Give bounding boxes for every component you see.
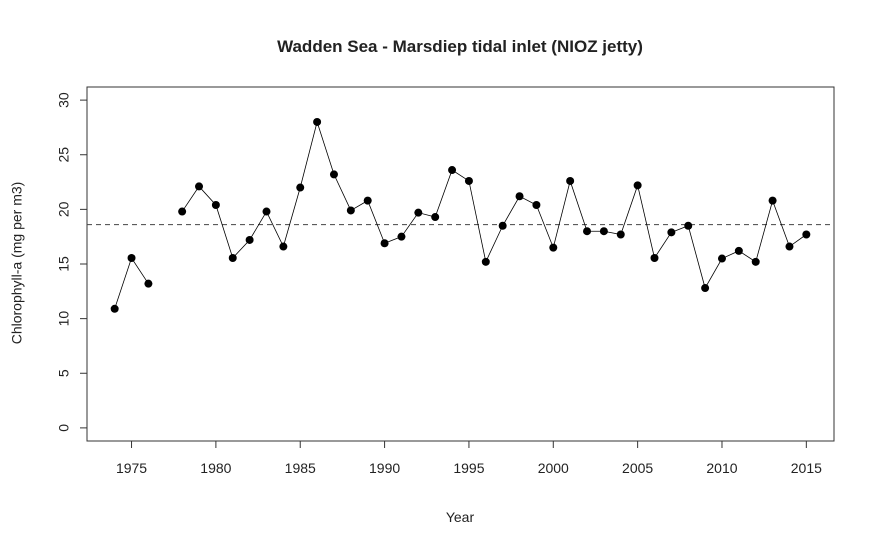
y-axis-label: Chlorophyll-a (mg per m3) [9,182,25,345]
x-tick-label: 1980 [200,460,231,476]
y-tick-label: 30 [56,92,72,108]
data-point [684,221,693,230]
data-point [397,232,406,241]
data-line [114,120,807,309]
data-point [667,228,676,237]
x-tick-label: 2005 [622,460,653,476]
data-point [616,230,625,239]
data-point [228,253,237,262]
x-tick-label: 1975 [116,460,147,476]
data-point [734,246,743,255]
data-point [515,192,524,201]
data-point [211,201,220,209]
x-tick-label: 2000 [538,460,569,476]
data-point [279,242,288,251]
data-point [802,230,811,239]
data-point [431,213,440,222]
data-point [313,117,322,126]
data-point [448,166,457,175]
data-point [498,221,507,230]
x-tick-label: 2015 [791,460,822,476]
data-point [363,196,372,205]
data-point [532,201,541,209]
x-tick-label: 1985 [285,460,316,476]
data-point [785,242,794,251]
y-tick-label: 0 [56,424,72,432]
data-point [583,227,592,236]
data-point [296,183,305,192]
data-point [195,182,204,191]
data-point [329,170,338,179]
data-point [380,239,389,248]
data-point [717,254,726,263]
data-point [549,243,558,252]
data-point [566,176,575,185]
data-point [346,206,355,215]
data-point [701,284,710,293]
x-tick-label: 1995 [453,460,484,476]
y-tick-label: 25 [56,147,72,163]
data-point [751,257,760,266]
data-point [599,227,608,236]
chart-title: Wadden Sea - Marsdiep tidal inlet (NIOZ … [277,37,643,56]
data-point [481,257,490,266]
y-tick-label: 15 [56,256,72,272]
data-point [650,253,659,262]
x-axis-label: Year [446,509,475,525]
x-tick-label: 2010 [706,460,737,476]
y-tick-label: 5 [56,369,72,377]
data-point [178,207,187,216]
data-point [127,253,136,262]
x-tick-label: 1990 [369,460,400,476]
data-point [245,235,254,244]
data-point [110,304,119,313]
data-point [144,279,153,288]
data-point [768,196,777,205]
data-point [414,208,423,217]
plot-box [86,86,835,442]
data-point [262,207,271,216]
data-point [464,176,473,185]
y-tick-label: 10 [56,311,72,327]
data-point [633,181,642,190]
y-tick-label: 20 [56,201,72,217]
